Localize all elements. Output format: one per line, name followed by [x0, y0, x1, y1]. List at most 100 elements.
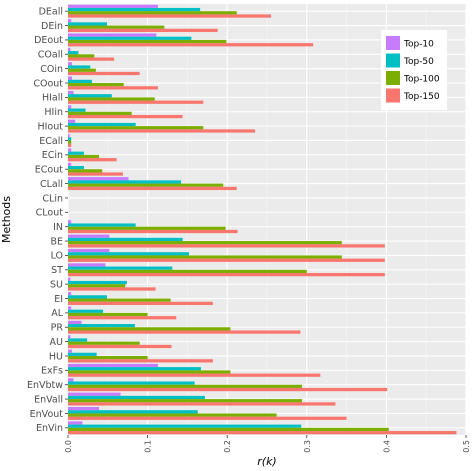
y-tick-labels: DEall DEin DEout COall COin COout HIall HIin HIo… — [27, 6, 68, 434]
bar-ST-Top-10 — [68, 263, 106, 267]
bar-BE-Top-150 — [68, 244, 385, 248]
y-tick-label: EnVout — [30, 409, 64, 420]
x-tick-label: 0.3 — [303, 440, 312, 453]
bar-HIall-Top-10 — [68, 90, 74, 95]
bar-COout-Top-10 — [68, 76, 72, 80]
x-tick-label: 0.2 — [223, 440, 232, 453]
bar-EnVin-Top-100 — [68, 427, 389, 432]
bar-EnVbtw-Top-50 — [68, 381, 195, 385]
bar-EnVbtw-Top-100 — [68, 384, 303, 388]
bar-SU-Top-10 — [68, 277, 71, 281]
bar-AL-Top-100 — [68, 312, 148, 317]
bar-ECin-Top-100 — [68, 154, 100, 159]
bar-HIall-Top-50 — [68, 94, 112, 98]
y-tick-label: COout — [33, 78, 63, 89]
bar-HU-Top-150 — [68, 359, 213, 363]
bar-IN-Top-10 — [68, 220, 72, 224]
bar-EI-Top-50 — [68, 295, 108, 299]
bar-EI-Top-150 — [68, 301, 213, 305]
legend-key-Top-150 — [386, 88, 400, 103]
bar-PR-Top-50 — [68, 324, 135, 328]
y-tick-label: HIout — [37, 121, 63, 132]
legend-key-Top-10 — [386, 36, 400, 50]
bar-DEall-Top-150 — [68, 14, 271, 18]
legend-key-Top-50 — [386, 53, 400, 68]
bar-EnVout-Top-10 — [68, 406, 100, 411]
bar-DEout-Top-10 — [68, 33, 157, 37]
bar-DEout-Top-150 — [68, 43, 314, 47]
bar-EnVout-Top-100 — [68, 413, 277, 417]
bar-BE-Top-100 — [68, 241, 342, 245]
y-axis-title: Methods — [0, 196, 13, 243]
bar-DEin-Top-150 — [68, 28, 218, 33]
bar-SU-Top-50 — [68, 280, 127, 285]
bar-ECout-Top-10 — [68, 162, 72, 166]
y-tick-label: COall — [38, 50, 63, 61]
bar-ECall-Top-10 — [68, 134, 70, 138]
bar-IN-Top-150 — [68, 229, 238, 234]
bar-ExFs-Top-10 — [68, 363, 158, 368]
x-tick-label: 0.1 — [144, 440, 153, 453]
y-tick-label: SU — [50, 279, 63, 290]
bar-PR-Top-10 — [68, 320, 82, 325]
y-tick-label: EnVin — [36, 423, 63, 434]
bar-EnVall-Top-100 — [68, 399, 303, 403]
bar-AU-Top-100 — [68, 341, 140, 345]
y-tick-label: HIall — [42, 93, 63, 104]
bar-HIin-Top-100 — [68, 111, 132, 115]
y-tick-label: ST — [51, 265, 63, 276]
y-tick-label: DEin — [41, 21, 63, 32]
bar-AL-Top-10 — [68, 306, 72, 310]
bar-CLall-Top-150 — [68, 186, 237, 191]
legend-label: Top-150 — [403, 92, 440, 102]
bar-COall-Top-50 — [68, 51, 79, 55]
bar-ECout-Top-150 — [68, 172, 123, 176]
bar-COall-Top-100 — [68, 54, 95, 58]
bar-HIall-Top-100 — [68, 97, 155, 101]
legend: Top-10 Top-50 Top-100 Top-150 — [381, 30, 447, 110]
bar-COout-Top-50 — [68, 79, 92, 84]
bar-HIout-Top-150 — [68, 129, 256, 133]
bar-PR-Top-100 — [68, 327, 231, 331]
bar-BE-Top-50 — [68, 237, 183, 242]
y-tick-label: ECout — [35, 165, 63, 176]
y-tick-label: AL — [51, 308, 63, 319]
y-tick-label: EnVall — [34, 394, 63, 405]
bar-IN-Top-100 — [68, 226, 226, 230]
bar-EI-Top-100 — [68, 298, 171, 302]
bar-ST-Top-100 — [68, 269, 307, 274]
bar-HU-Top-10 — [68, 349, 72, 353]
y-tick-label: PR — [51, 323, 64, 334]
y-tick-label: EI — [54, 294, 63, 305]
bar-HU-Top-50 — [68, 352, 97, 356]
bar-COin-Top-150 — [68, 71, 140, 76]
legend-key-Top-100 — [386, 71, 400, 85]
bar-DEout-Top-100 — [68, 39, 227, 44]
y-tick-label: CLout — [36, 208, 64, 219]
bar-HIall-Top-150 — [68, 100, 204, 104]
bar-HIin-Top-150 — [68, 114, 183, 119]
y-tick-label: IN — [53, 222, 63, 233]
y-tick-label: CLall — [40, 179, 63, 190]
bar-DEall-Top-50 — [68, 7, 201, 12]
x-tick-label: 0.4 — [382, 440, 391, 453]
y-tick-label: DEall — [39, 6, 63, 17]
x-axis-title: r(k) — [257, 455, 276, 468]
legend-label: Top-10 — [403, 40, 434, 50]
y-tick-label: HIin — [44, 107, 63, 118]
bar-ECin-Top-50 — [68, 151, 84, 155]
bar-DEin-Top-50 — [68, 22, 108, 26]
bar-HIin-Top-10 — [68, 105, 72, 109]
bar-EnVout-Top-150 — [68, 416, 347, 420]
x-tick-label: 0.0 — [64, 440, 73, 453]
bar-HIout-Top-10 — [68, 119, 76, 123]
bar-PR-Top-150 — [68, 330, 301, 334]
bar-SU-Top-150 — [68, 287, 156, 291]
bar-CLall-Top-50 — [68, 180, 182, 184]
bar-ExFs-Top-100 — [68, 370, 231, 374]
bar-AU-Top-150 — [68, 344, 172, 349]
grid — [67, 4, 467, 435]
bar-LO-Top-100 — [68, 255, 342, 259]
bar-COall-Top-10 — [68, 47, 71, 52]
